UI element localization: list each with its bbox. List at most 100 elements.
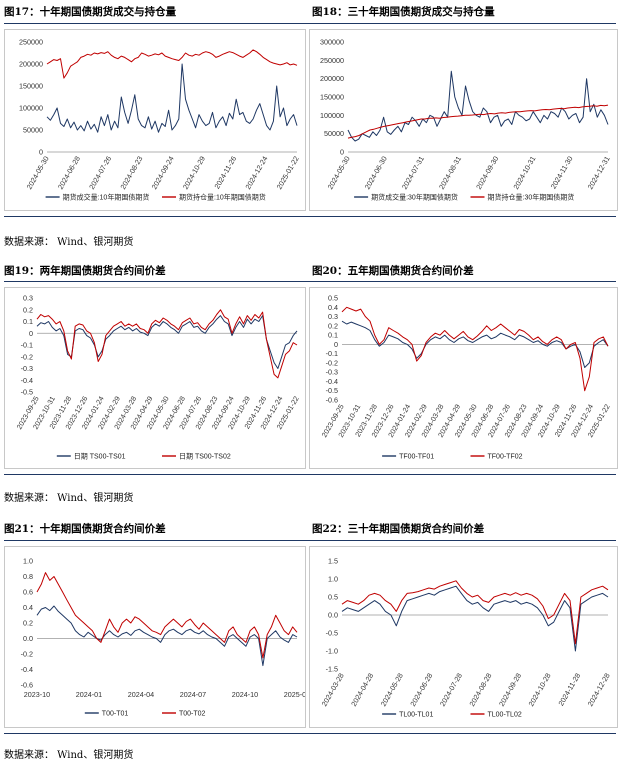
x-tick-label: 2024-10-31 <box>511 155 537 191</box>
x-tick-label: 2024-05-30 <box>25 155 51 191</box>
data-source-note: 数据来源： Wind、银河期货 <box>4 493 134 504</box>
x-tick-label: 2025-01-22 <box>275 155 301 191</box>
chart-21-panel: 1.0 0.8 0.6 0.4 0.2 0.0 -0.2 -0.4 -0.6 2023-10 202… <box>4 546 306 728</box>
x-tick-label: 2024-08-31 <box>437 155 463 191</box>
y-tick-label: 0.5 <box>328 294 338 303</box>
y-tick-label: 0.1 <box>328 331 338 340</box>
y-tick-label: -0.5 <box>326 386 338 395</box>
y-tick-label: -0.5 <box>326 629 338 638</box>
chart-20-panel: 0.5 0.4 0.3 0.2 0.1 0 -0.1 -0.2 -0.3 -0.4 -0.5 -0.6… <box>309 287 618 469</box>
x-tick-label: 2024-05-30 <box>326 155 352 191</box>
x-tick-label: 2023-10 <box>24 690 50 699</box>
y-tick-label: 0.3 <box>328 312 338 321</box>
y-tick-label: 0.5 <box>328 593 338 602</box>
y-tick-label: 100000 <box>320 111 344 120</box>
series-line <box>347 70 609 142</box>
x-tick-label: 2024-12-28 <box>586 672 612 708</box>
y-tick-label: 1.0 <box>328 575 338 584</box>
x-tick-label: 2024-01 <box>76 690 102 699</box>
x-tick-label: 2024-11-28 <box>556 672 582 708</box>
y-tick-label: 300000 <box>320 38 344 47</box>
x-tick-label: 2024-11-30 <box>549 155 575 191</box>
x-tick-label: 2024-08-28 <box>467 672 493 708</box>
source-divider <box>4 216 616 217</box>
x-tick-label: 2024-05-28 <box>379 672 405 708</box>
y-tick-label: -0.4 <box>326 377 338 386</box>
legend-label: TL00-TL02 <box>488 712 522 719</box>
legend-label: 日期 TS00-TS01 <box>74 453 126 461</box>
y-tick-label: 200000 <box>19 60 43 69</box>
y-tick-label: 0 <box>334 340 338 349</box>
x-tick-label: 2024-07 <box>180 690 206 699</box>
x-tick-label: 2024-04 <box>128 690 154 699</box>
y-tick-label: -0.4 <box>21 376 33 385</box>
y-tick-label: 0.6 <box>23 588 33 597</box>
x-tick-label: 2024-10 <box>232 690 258 699</box>
y-tick-label: -1.0 <box>326 647 338 656</box>
series-line <box>347 104 609 139</box>
y-tick-label: 0.4 <box>328 303 338 312</box>
series-line <box>341 585 609 652</box>
chart-22-panel: 1.5 1.0 0.5 0.0 -0.5 -1.0 -1.5 2024-03-28 2024-0… <box>309 546 618 728</box>
y-tick-label: -0.6 <box>326 396 338 405</box>
y-tick-label: -0.6 <box>21 681 33 690</box>
y-tick-label: -0.2 <box>326 358 338 367</box>
chart-18-title: 图18：三十年期国债期货成交与持仓量 <box>312 6 495 18</box>
chart-19-panel: 0.3 0.2 0.1 0 -0.1 -0.2 -0.3 -0.4 -0.5 2023-09-25… <box>4 287 306 469</box>
y-tick-label: 150000 <box>19 82 43 91</box>
y-tick-label: 1.5 <box>328 557 338 566</box>
legend-label: 期货成交量:10年期国债期货 <box>63 193 150 202</box>
source-divider <box>4 733 616 734</box>
chart-18-plot: 3000002500002000001500001000005000002024… <box>320 38 612 202</box>
y-tick-label: 0.1 <box>23 317 33 326</box>
x-tick-label: 2024-04-28 <box>349 672 375 708</box>
x-tick-label: 2024-06-28 <box>408 672 434 708</box>
y-tick-label: 0 <box>39 148 43 157</box>
y-tick-label: 0.2 <box>23 305 33 314</box>
y-tick-label: 250000 <box>19 38 43 47</box>
y-tick-label: 250000 <box>320 56 344 65</box>
x-tick-label: 2024-08-23 <box>118 155 144 191</box>
y-tick-label: 0.4 <box>23 603 33 612</box>
x-tick-label: 2024-03-28 <box>320 672 346 708</box>
chart-20-plot: 0.50.40.30.20.10-0.1-0.2-0.3-0.4-0.5-0.6… <box>320 294 612 461</box>
y-tick-label: -1.5 <box>326 665 338 674</box>
chart-19-title: 图19：两年期国债期货合约间价差 <box>4 265 166 277</box>
y-tick-label: 0.0 <box>23 634 33 643</box>
title-underline <box>4 281 616 282</box>
x-tick-label: 2024-06-30 <box>363 155 389 191</box>
series-line <box>36 605 298 667</box>
y-tick-label: 0.0 <box>328 611 338 620</box>
y-tick-label: -0.2 <box>21 650 33 659</box>
y-tick-label: 100000 <box>19 104 43 113</box>
y-tick-label: -0.3 <box>21 364 33 373</box>
y-tick-label: -0.3 <box>326 368 338 377</box>
y-tick-label: 1.0 <box>23 557 33 566</box>
chart-17-panel: 250000 200000 150000 100000 50000 0 2024-05-30… <box>4 29 306 211</box>
chart-19-plot: 0.30.20.10-0.1-0.2-0.3-0.4-0.52023-09-25… <box>15 294 301 461</box>
title-underline <box>4 23 616 24</box>
legend-label: T00-T02 <box>179 711 206 718</box>
x-tick-label: 2024-12-24 <box>243 155 269 191</box>
source-divider <box>4 474 616 475</box>
y-tick-label: 0.2 <box>23 619 33 628</box>
y-tick-label: -0.1 <box>326 349 338 358</box>
y-tick-label: 0 <box>340 148 344 157</box>
y-tick-label: 0 <box>29 329 33 338</box>
legend-label: TF00-TF02 <box>488 454 523 461</box>
x-tick-label: 2024-07-28 <box>438 672 464 708</box>
legend-label: 期货成交量:30年期国债期货 <box>371 193 458 202</box>
x-tick-label: 2024-10-29 <box>181 155 207 191</box>
chart-21-title: 图21：十年期国债期货合约间价差 <box>4 523 166 535</box>
legend-label: TF00-TF01 <box>399 454 434 461</box>
y-tick-label: -0.1 <box>21 341 33 350</box>
y-tick-label: 0.8 <box>23 572 33 581</box>
x-tick-label: 2024-07-26 <box>87 155 113 191</box>
x-tick-label: 2024-09-30 <box>474 155 500 191</box>
y-tick-label: 50000 <box>23 126 43 135</box>
chart-22-title: 图22：三十年期国债期货合约间价差 <box>312 523 485 535</box>
y-tick-label: 200000 <box>320 74 344 83</box>
y-tick-label: 150000 <box>320 93 344 102</box>
chart-17-title: 图17：十年期国债期货成交与持仓量 <box>4 6 177 18</box>
chart-18-panel: 300000 250000 200000 150000 100000 50000 0 2024… <box>309 29 618 211</box>
